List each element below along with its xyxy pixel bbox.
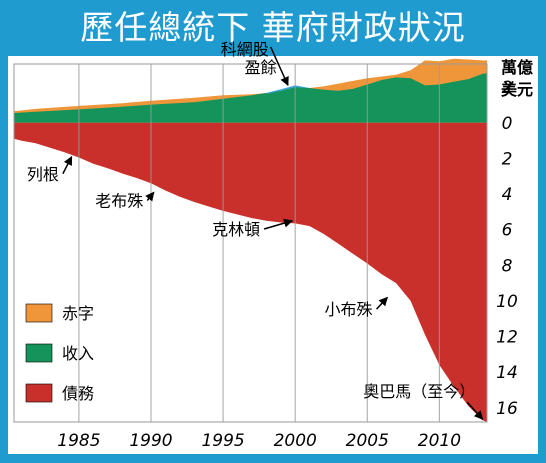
x-tick-label: 1990 — [129, 431, 172, 451]
legend-swatch-revenue — [25, 343, 53, 363]
annotation-arrow — [270, 46, 289, 87]
debt-area — [14, 122, 487, 423]
y-tick-label: 14 — [496, 363, 518, 383]
annotation-arrow — [62, 155, 73, 175]
chart-title: 歷任總統下 華府財政狀況 — [80, 8, 466, 47]
annotation-arrow — [263, 218, 294, 230]
y-tick-label: 4 — [502, 185, 513, 205]
y-tick-label: 2 — [502, 149, 513, 169]
legend-label: 赤字 — [62, 304, 94, 323]
annotation-label: 科網股 — [221, 40, 269, 59]
revenue-area — [14, 73, 487, 123]
legend-label: 收入 — [62, 344, 94, 363]
x-tick-label: 1995 — [201, 431, 244, 451]
y-tick-label: 8 — [502, 256, 513, 276]
unit-label-line1: 萬億 — [501, 58, 533, 77]
annotation-label: 老布殊 — [95, 191, 143, 210]
y-tick-label: 0 — [502, 114, 513, 134]
annotation-arrow — [145, 191, 155, 202]
y-tick-label: 6 — [502, 221, 513, 241]
legend-label: 債務 — [62, 384, 94, 403]
annotation-label: 小布殊 — [325, 300, 373, 319]
y-tick-label: 2 — [502, 78, 513, 98]
y-tick-label: 12 — [496, 328, 518, 348]
legend-swatch-deficit — [25, 303, 53, 323]
legend-swatch-debt — [25, 383, 53, 403]
x-tick-label: 2000 — [274, 431, 317, 451]
unit-label-line2: 美元 — [501, 80, 533, 99]
x-tick-label: 2010 — [418, 431, 461, 451]
x-tick-label: 1985 — [57, 431, 100, 451]
annotation-arrow — [376, 296, 389, 310]
annotation-label: 奧巴馬（至今） — [363, 382, 475, 401]
annotation-label: 列根 — [27, 165, 59, 184]
annotation-label: 盈餘 — [245, 58, 277, 77]
annotation-arrow — [466, 401, 484, 420]
x-tick-label: 2005 — [346, 431, 389, 451]
y-tick-label: 16 — [496, 399, 518, 419]
y-tick-label: 10 — [496, 292, 518, 312]
annotation-label: 克林頓 — [212, 220, 260, 239]
plot-border — [13, 63, 488, 423]
